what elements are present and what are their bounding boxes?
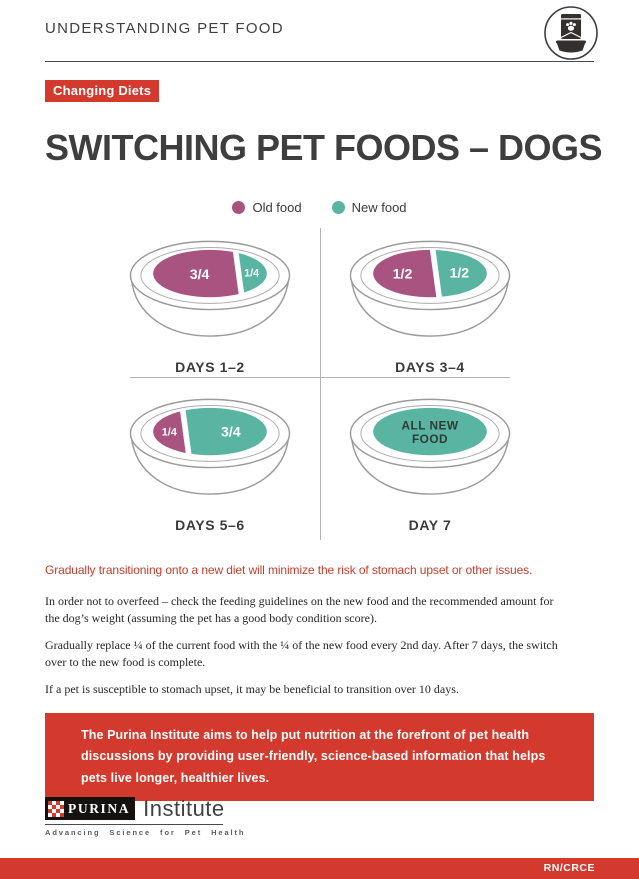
legend-item-old-food: Old food: [232, 200, 302, 215]
portion-value: 1/2: [449, 265, 469, 281]
paragraph: If a pet is susceptible to stomach upset…: [45, 681, 459, 696]
bowl-days-1-2: 3/4 1/4 DAYS 1–2: [100, 230, 320, 375]
bowl-graphic: 1/2 1/2: [349, 240, 511, 337]
footer-code-bar: RN/CRCE: [0, 858, 639, 879]
bowl-days-5-6: 1/4 3/4 DAYS 5–6: [100, 388, 320, 533]
pet-food-bag-and-bowl-icon: [544, 6, 598, 60]
institute-wordmark: Institute: [143, 796, 225, 822]
legend: Old food New food: [0, 200, 639, 215]
portion-value: 1/4: [162, 426, 177, 438]
legend-label: Old food: [252, 200, 302, 215]
bowl-graphic: ALL NEW FOOD: [349, 398, 511, 495]
new-food-dot-icon: [331, 201, 345, 214]
portion-value-line1: ALL NEW: [402, 419, 459, 433]
body-text: In order not to overfeed – check the fee…: [45, 593, 570, 707]
diagram-vertical-divider: [319, 228, 321, 540]
paragraph: In order not to overfeed – check the fee…: [45, 594, 554, 626]
old-food-dot-icon: [232, 201, 246, 214]
header-divider: [45, 61, 594, 62]
legend-label: New food: [351, 200, 407, 215]
page-title: SWITCHING PET FOODS – DOGS: [45, 127, 603, 168]
purina-logo-box: PURINA: [45, 797, 136, 820]
logo-divider: [45, 824, 223, 825]
portion-value: 3/4: [221, 424, 241, 440]
section-badge: Changing Diets: [45, 80, 160, 102]
legend-item-new-food: New food: [331, 200, 407, 215]
bowl-day-7: ALL NEW FOOD DAY 7: [320, 388, 540, 533]
purina-wordmark: PURINA: [68, 800, 131, 816]
bowl-graphic: 1/4 3/4: [129, 398, 291, 495]
diagram-horizontal-divider: [130, 377, 510, 378]
logo-tagline: Advancing Science for Pet Health: [45, 828, 246, 837]
portion-value: 1/2: [393, 266, 413, 282]
bowl-days-3-4: 1/2 1/2 DAYS 3–4: [320, 230, 540, 375]
bowl-graphic: 3/4 1/4: [129, 240, 291, 337]
transition-diagram: 3/4 1/4 DAYS 1–2 1/2 1/2 DAYS 3–4: [100, 228, 540, 540]
checkerboard-icon: [48, 800, 64, 817]
paragraph: Gradually replace ¼ of the current food …: [45, 637, 558, 670]
page-header-title: UNDERSTANDING PET FOOD: [45, 20, 284, 37]
bowl-label: DAYS 3–4: [395, 359, 465, 375]
portion-value: 1/4: [244, 267, 259, 279]
bowl-label: DAYS 1–2: [175, 359, 245, 375]
bowl-label: DAY 7: [408, 517, 452, 533]
portion-value: 3/4: [190, 267, 210, 283]
footer-code: RN/CRCE: [543, 862, 595, 874]
portion-value-line2: FOOD: [412, 432, 448, 446]
highlight-sentence: Gradually transitioning onto a new diet …: [45, 563, 533, 577]
purina-institute-callout: The Purina Institute aims to help put nu…: [45, 713, 594, 801]
purina-institute-logo: PURINA Institute Advancing Science for P…: [45, 797, 245, 837]
bowl-label: DAYS 5–6: [175, 517, 245, 533]
